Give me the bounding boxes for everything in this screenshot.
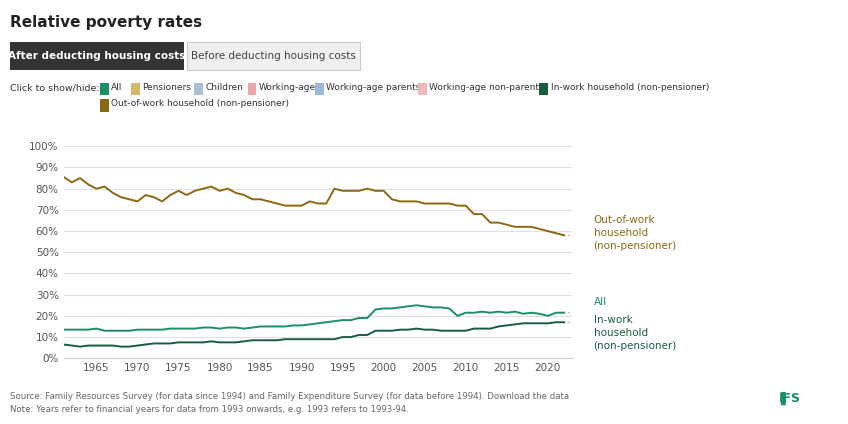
Text: (non-pensioner): (non-pensioner) (594, 241, 677, 251)
Text: Relative poverty rates: Relative poverty rates (10, 15, 203, 30)
Text: Before deducting housing costs: Before deducting housing costs (191, 51, 356, 61)
Text: Out-of-work: Out-of-work (594, 215, 656, 226)
Text: ▐: ▐ (775, 392, 784, 405)
Text: All: All (111, 83, 122, 92)
Text: Click to show/hide:: Click to show/hide: (10, 83, 100, 92)
Text: household: household (594, 228, 648, 238)
Text: (non-pensioner): (non-pensioner) (594, 340, 677, 351)
Text: In-work: In-work (594, 315, 633, 325)
Text: Working-age: Working-age (259, 83, 316, 92)
Text: Pensioners: Pensioners (142, 83, 192, 92)
Text: Working-age parents: Working-age parents (326, 83, 421, 92)
Text: Out-of-work household (non-pensioner): Out-of-work household (non-pensioner) (111, 99, 289, 109)
Text: IFS: IFS (779, 392, 801, 405)
Text: In-work household (non-pensioner): In-work household (non-pensioner) (550, 83, 709, 92)
Text: Note: Years refer to financial years for data from 1993 onwards, e.g. 1993 refer: Note: Years refer to financial years for… (10, 405, 409, 414)
Text: After deducting housing costs: After deducting housing costs (8, 51, 186, 61)
Text: Working-age non-parents: Working-age non-parents (429, 83, 544, 92)
Text: household: household (594, 328, 648, 338)
Text: Children: Children (205, 83, 243, 92)
Text: Source: Family Resources Survey (for data since 1994) and Family Expenditure Sur: Source: Family Resources Survey (for dat… (10, 392, 569, 401)
Text: All: All (594, 297, 606, 307)
